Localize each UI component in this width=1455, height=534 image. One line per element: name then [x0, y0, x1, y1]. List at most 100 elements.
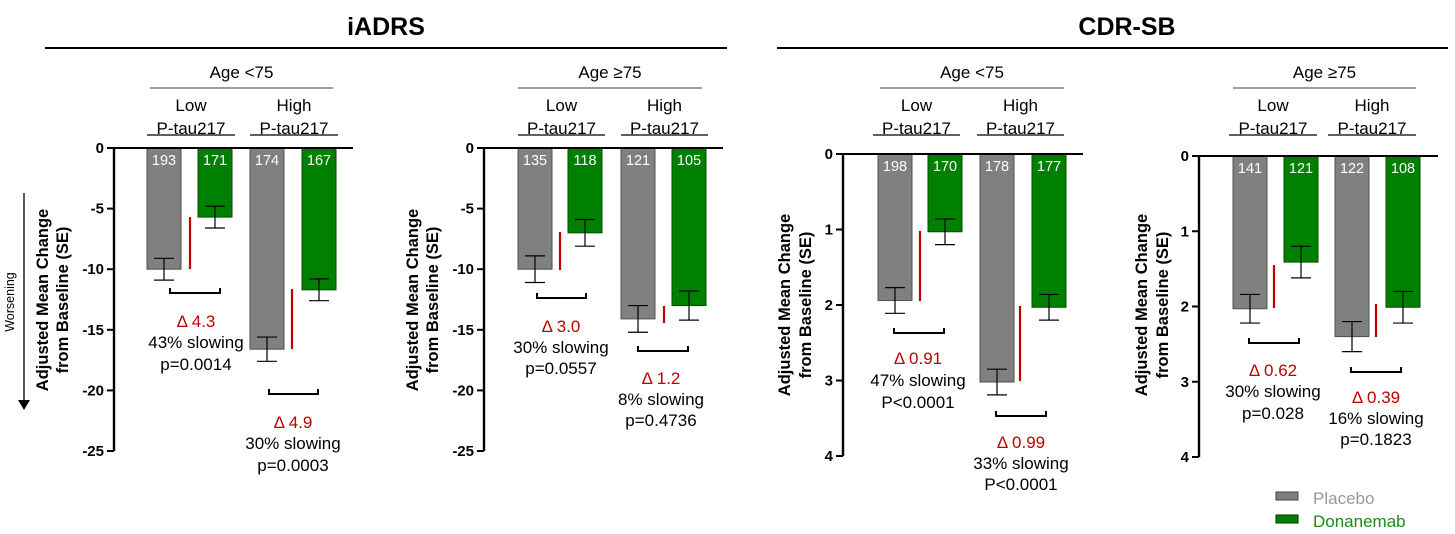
p-value-label: P<0.0001 — [984, 475, 1057, 494]
y-tick-label: -5 — [91, 201, 104, 218]
worsening-arrow-head — [18, 400, 30, 410]
category-label-line1: High — [1003, 96, 1038, 115]
bar-donanemab — [301, 147, 337, 291]
y-tick-label: 3 — [1181, 374, 1189, 391]
bar-placebo — [979, 153, 1015, 383]
p-value-label: P<0.0001 — [881, 393, 954, 412]
category-label-line1: High — [277, 96, 312, 115]
worsening-indicator: Worsening — [3, 193, 30, 410]
delta-label: Δ 4.9 — [274, 413, 313, 432]
slowing-label: 30% slowing — [1225, 382, 1320, 401]
group-title-cdrsb: CDR-SB — [1078, 13, 1175, 41]
sample-size-label: 105 — [677, 153, 701, 169]
y-axis-label-line2: from Baseline (SE) — [54, 227, 72, 374]
p-value-label: p=0.0557 — [525, 359, 596, 378]
slowing-label: 33% slowing — [973, 454, 1068, 473]
slowing-label: 16% slowing — [1328, 409, 1423, 428]
bar-donanemab — [197, 147, 233, 218]
category-label-line2: P-tau217 — [882, 119, 951, 138]
category-label-line1: Low — [901, 96, 933, 115]
y-axis-label-line2: from Baseline (SE) — [797, 232, 815, 379]
y-axis-label-line2: from Baseline (SE) — [424, 227, 442, 374]
y-axis-label-line1: Adjusted Mean Change — [404, 209, 422, 391]
delta-label: Δ 0.62 — [1249, 361, 1297, 380]
p-value-label: p=0.1823 — [1340, 430, 1411, 449]
y-tick-label: 1 — [825, 222, 833, 239]
slowing-label: 30% slowing — [513, 338, 608, 357]
delta-label: Δ 0.39 — [1352, 388, 1400, 407]
panel-3: Age <75 Low P-tau217 High P-tau217 Adjusted M… — [776, 63, 1083, 494]
bar-placebo — [877, 153, 913, 301]
legend: Placebo Donanemab — [1275, 489, 1406, 531]
sample-size-label: 141 — [1238, 161, 1262, 177]
category-label-line2: P-tau217 — [986, 119, 1055, 138]
slowing-label: 30% slowing — [245, 434, 340, 453]
p-value-label: p=0.0014 — [160, 355, 231, 374]
comparison-bracket — [536, 293, 587, 299]
y-axis-label-line1: Adjusted Mean Change — [34, 209, 52, 391]
p-value-label: p=0.0003 — [257, 456, 328, 475]
sample-size-label: 118 — [573, 153, 596, 169]
y-tick-label: 1 — [1181, 223, 1189, 240]
panel-subtitle: Age ≥75 — [578, 63, 641, 82]
y-tick-label: -15 — [452, 322, 474, 339]
sample-size-label: 198 — [883, 159, 907, 175]
delta-label: Δ 1.2 — [642, 369, 681, 388]
p-value-label: p=0.028 — [1242, 404, 1304, 423]
y-tick-label: 3 — [825, 373, 833, 390]
bar-donanemab — [1385, 155, 1421, 308]
category-label-line2: P-tau217 — [260, 119, 329, 138]
delta-label: Δ 0.99 — [997, 433, 1045, 452]
y-tick-label: 2 — [1181, 299, 1189, 316]
panel-subtitle: Age <75 — [940, 63, 1004, 82]
sample-size-label: 193 — [152, 153, 176, 169]
delta-label: Δ 4.3 — [177, 312, 216, 331]
comparison-bracket — [268, 389, 319, 395]
sample-size-label: 122 — [1340, 161, 1364, 177]
sample-size-label: 108 — [1391, 161, 1415, 177]
y-tick-label: 2 — [825, 297, 833, 314]
comparison-bracket — [637, 346, 689, 352]
p-value-label: p=0.4736 — [625, 411, 696, 430]
comparison-bracket — [169, 288, 221, 294]
legend-swatch-placebo — [1275, 491, 1299, 501]
y-tick-label: -5 — [461, 201, 474, 218]
bar-donanemab — [671, 147, 707, 307]
y-tick-label: 0 — [466, 140, 474, 157]
y-tick-label: 4 — [1181, 449, 1190, 466]
comparison-bracket — [1350, 367, 1402, 373]
bar-placebo — [1232, 155, 1268, 310]
sample-size-label: 167 — [307, 153, 331, 169]
category-label-line1: Low — [1257, 96, 1289, 115]
y-tick-label: 0 — [1181, 148, 1189, 165]
y-tick-label: 0 — [825, 146, 833, 163]
y-tick-label: -25 — [82, 443, 104, 460]
delta-label: Δ 3.0 — [542, 317, 581, 336]
category-label-line1: Low — [175, 96, 207, 115]
legend-label-placebo: Placebo — [1313, 489, 1374, 508]
category-label-line2: P-tau217 — [157, 119, 226, 138]
y-tick-label: 4 — [825, 448, 834, 465]
worsening-label: Worsening — [3, 272, 17, 332]
sample-size-label: 174 — [255, 153, 279, 169]
legend-label-donanemab: Donanemab — [1313, 512, 1406, 531]
panel-subtitle: Age <75 — [210, 63, 274, 82]
bar-placebo — [620, 147, 656, 320]
y-axis-label-line1: Adjusted Mean Change — [776, 214, 794, 396]
y-tick-label: -10 — [82, 261, 104, 278]
y-tick-label: -15 — [82, 322, 104, 339]
sample-size-label: 121 — [1289, 161, 1313, 177]
bar-placebo — [1334, 155, 1370, 338]
category-label-line2: P-tau217 — [1338, 119, 1407, 138]
comparison-bracket — [1248, 338, 1300, 344]
category-label-line1: High — [1355, 96, 1390, 115]
sample-size-label: 171 — [203, 153, 227, 169]
slowing-label: 43% slowing — [148, 333, 243, 352]
sample-size-label: 121 — [626, 153, 650, 169]
category-label-line2: P-tau217 — [527, 119, 596, 138]
y-axis-label-line1: Adjusted Mean Change — [1133, 214, 1151, 396]
bar-donanemab — [1283, 155, 1319, 263]
